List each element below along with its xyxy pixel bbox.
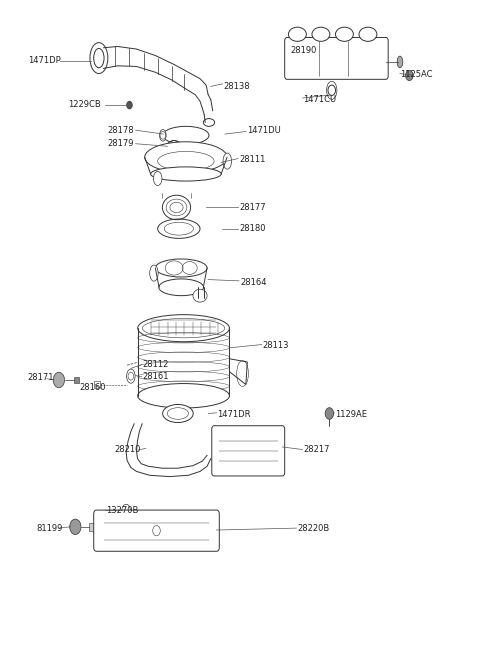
Text: 28179: 28179 bbox=[108, 139, 134, 148]
Text: 28171: 28171 bbox=[27, 373, 54, 382]
Ellipse shape bbox=[288, 27, 306, 41]
Text: 28164: 28164 bbox=[240, 278, 266, 286]
Text: 28138: 28138 bbox=[224, 82, 250, 91]
Text: 28177: 28177 bbox=[239, 203, 266, 212]
Bar bbox=[74, 377, 79, 383]
Ellipse shape bbox=[167, 141, 181, 153]
Text: 1471DP: 1471DP bbox=[28, 56, 61, 65]
Text: 1229CB: 1229CB bbox=[68, 100, 101, 109]
Bar bbox=[94, 380, 100, 388]
Text: 28112: 28112 bbox=[143, 360, 169, 369]
FancyBboxPatch shape bbox=[94, 510, 219, 551]
Text: 28190: 28190 bbox=[291, 46, 317, 55]
Ellipse shape bbox=[156, 259, 207, 277]
Text: 1471DR: 1471DR bbox=[217, 409, 251, 419]
Text: 28180: 28180 bbox=[239, 224, 265, 233]
Text: 81199: 81199 bbox=[37, 524, 63, 533]
Ellipse shape bbox=[159, 279, 204, 296]
Ellipse shape bbox=[223, 153, 231, 169]
Ellipse shape bbox=[193, 289, 207, 302]
Text: 28160: 28160 bbox=[79, 383, 106, 392]
Circle shape bbox=[127, 101, 132, 109]
Text: 28111: 28111 bbox=[239, 155, 265, 164]
Ellipse shape bbox=[138, 384, 229, 408]
Ellipse shape bbox=[162, 195, 191, 219]
Text: 1129AE: 1129AE bbox=[336, 409, 368, 419]
Text: 28161: 28161 bbox=[143, 373, 169, 381]
Text: 28220B: 28220B bbox=[298, 524, 330, 533]
Ellipse shape bbox=[163, 405, 193, 422]
Text: 28178: 28178 bbox=[108, 125, 134, 135]
Ellipse shape bbox=[150, 265, 158, 281]
Text: 1471CU: 1471CU bbox=[303, 95, 336, 104]
Text: 28210: 28210 bbox=[114, 445, 140, 454]
Ellipse shape bbox=[312, 27, 330, 41]
Text: 1125AC: 1125AC bbox=[400, 70, 432, 79]
Ellipse shape bbox=[154, 171, 162, 185]
Ellipse shape bbox=[145, 142, 227, 173]
Text: 1471DU: 1471DU bbox=[247, 125, 281, 135]
Ellipse shape bbox=[159, 129, 166, 141]
Ellipse shape bbox=[397, 56, 403, 68]
Ellipse shape bbox=[151, 167, 221, 181]
Text: 28217: 28217 bbox=[303, 445, 330, 454]
Text: 13270B: 13270B bbox=[106, 506, 138, 514]
Polygon shape bbox=[229, 359, 247, 384]
Circle shape bbox=[70, 519, 81, 535]
Ellipse shape bbox=[336, 27, 353, 41]
Circle shape bbox=[406, 70, 413, 81]
Circle shape bbox=[53, 373, 64, 388]
Ellipse shape bbox=[359, 27, 377, 41]
FancyBboxPatch shape bbox=[212, 426, 285, 476]
Ellipse shape bbox=[127, 369, 135, 383]
Text: 28113: 28113 bbox=[263, 342, 289, 350]
Bar bbox=[88, 523, 94, 531]
Circle shape bbox=[325, 408, 334, 419]
Ellipse shape bbox=[138, 315, 229, 342]
